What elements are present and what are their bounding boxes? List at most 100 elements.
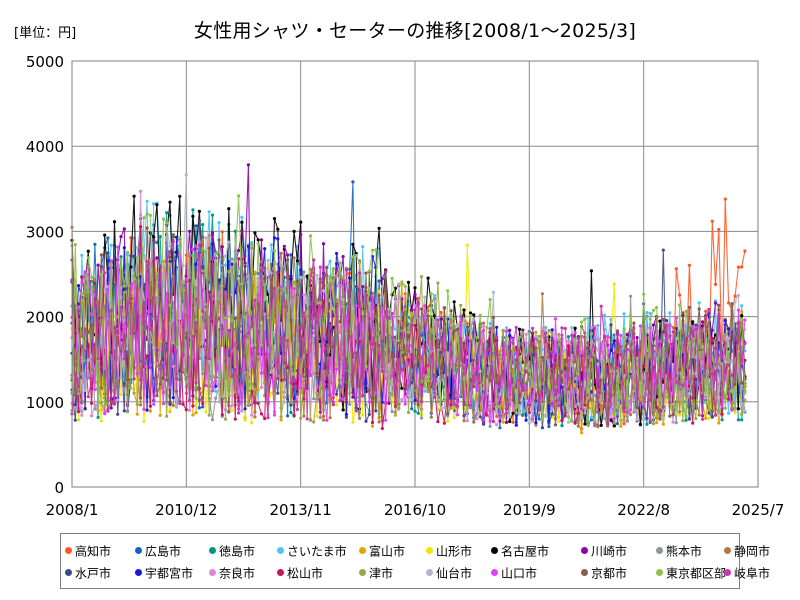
data-point (318, 415, 322, 420)
data-point (743, 409, 747, 413)
data-point (557, 332, 561, 337)
data-point (161, 402, 166, 406)
data-point (687, 366, 692, 370)
data-point (651, 344, 656, 348)
legend-item: 仙台市 (426, 565, 472, 581)
data-point (299, 386, 303, 390)
data-point (609, 362, 613, 366)
data-point (204, 356, 208, 360)
data-point (684, 418, 688, 422)
data-point (452, 405, 456, 409)
data-point (426, 309, 430, 313)
data-point (174, 235, 179, 239)
data-point (442, 406, 446, 410)
legend-item: さいたま市 (277, 543, 347, 559)
data-point (553, 423, 558, 427)
data-point (681, 401, 685, 405)
data-point (158, 326, 162, 330)
data-point (286, 414, 290, 418)
data-point (178, 194, 182, 198)
data-point (351, 180, 355, 184)
data-point (168, 408, 172, 412)
data-point (341, 408, 345, 412)
data-point (632, 321, 636, 325)
data-point (671, 413, 675, 417)
legend-label: 名古屋市 (501, 544, 550, 559)
data-point (671, 326, 675, 330)
legend-label: 松山市 (287, 566, 324, 581)
data-point (390, 393, 394, 397)
data-point (328, 299, 332, 303)
data-point (380, 277, 384, 281)
data-point (93, 290, 97, 294)
data-point (547, 328, 551, 333)
data-point (325, 265, 329, 269)
data-point (93, 403, 97, 407)
data-point (201, 348, 205, 352)
data-point (194, 244, 198, 248)
data-point (315, 320, 319, 324)
y-tick-label: 3000 (26, 223, 64, 241)
data-point (272, 413, 277, 417)
data-point (201, 405, 205, 409)
data-point (717, 421, 721, 425)
data-point (289, 318, 293, 322)
data-point (139, 378, 143, 382)
data-point (423, 367, 427, 371)
data-point (511, 408, 515, 412)
data-point (93, 277, 97, 281)
data-point (109, 262, 113, 266)
data-point (508, 402, 512, 407)
legend-marker (209, 547, 216, 554)
data-point (210, 257, 215, 261)
data-point (152, 202, 156, 206)
data-point (197, 243, 201, 247)
data-point (740, 418, 744, 422)
data-point (550, 412, 554, 416)
data-point (302, 276, 306, 280)
legend-marker (359, 569, 366, 576)
data-point (426, 276, 430, 280)
data-point (736, 349, 741, 354)
data-point (678, 413, 682, 417)
data-point (191, 334, 195, 338)
data-point (416, 301, 420, 305)
data-point (537, 357, 541, 361)
legend-item: 山口市 (491, 565, 537, 581)
data-point (289, 253, 293, 257)
data-point (694, 327, 698, 331)
data-point (713, 346, 718, 350)
legend-item: 松山市 (277, 565, 323, 581)
data-point (514, 423, 518, 427)
data-point (602, 334, 607, 338)
data-point (681, 311, 685, 315)
data-point (429, 385, 433, 389)
data-point (80, 291, 84, 295)
data-point (727, 387, 731, 391)
data-point (521, 387, 525, 391)
data-point (112, 220, 117, 224)
data-point (723, 197, 727, 201)
data-point (119, 255, 123, 259)
data-point (403, 284, 407, 288)
data-point (276, 391, 280, 395)
data-point (201, 223, 205, 227)
data-point (671, 420, 675, 424)
legend-marker (426, 547, 433, 554)
data-point (246, 315, 250, 319)
data-point (250, 364, 254, 368)
data-point (498, 426, 502, 430)
data-point (122, 246, 126, 250)
data-point (413, 308, 417, 312)
data-point (462, 377, 466, 381)
data-point (364, 271, 368, 275)
data-point (86, 395, 90, 399)
data-point (282, 400, 286, 404)
data-point (188, 279, 192, 283)
data-point (220, 245, 224, 249)
data-point (462, 419, 466, 423)
legend-label: 東京都区部 (666, 566, 727, 581)
data-point (540, 418, 545, 422)
data-point (233, 259, 237, 263)
data-point (694, 323, 698, 327)
